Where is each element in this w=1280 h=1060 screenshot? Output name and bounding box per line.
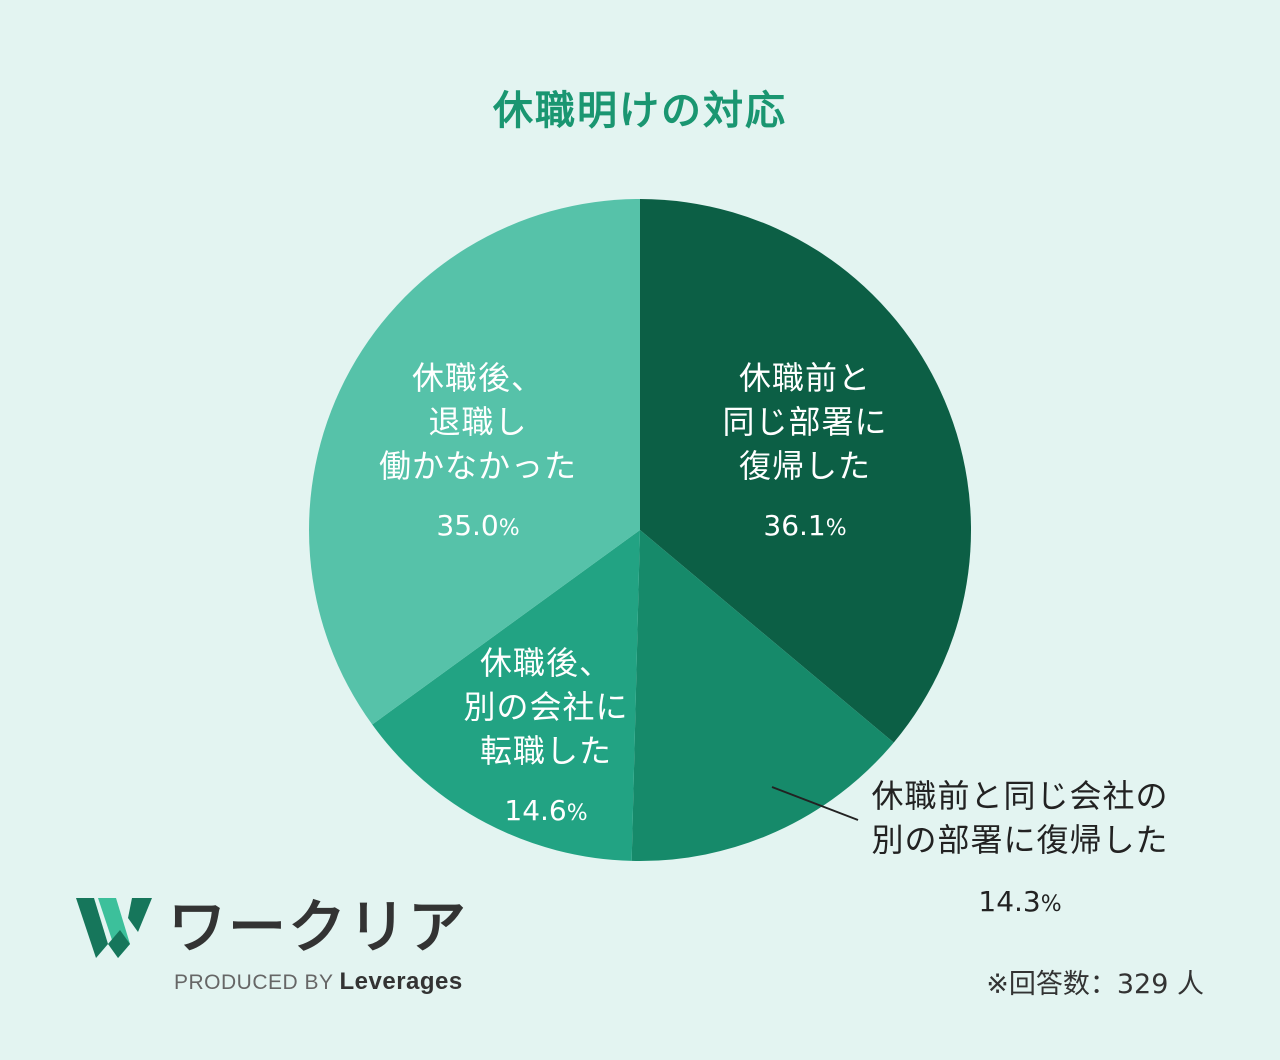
workclear-logo: ワークリア PRODUCED BY Leverages <box>76 892 496 1002</box>
slice-1-value: 36.1% <box>763 509 846 542</box>
slice-4-label-line-1: 休職後、 <box>412 359 544 397</box>
leverages-brand: Leverages <box>339 968 463 995</box>
pie-slice-2 <box>631 530 894 862</box>
respondent-count: ※回答数：329 人 <box>986 969 1204 1000</box>
pie-slice-3 <box>372 530 640 861</box>
slice-3-label-line-1: 休職後、 <box>480 644 612 682</box>
slice-4-label-line-2: 退職し <box>428 403 527 441</box>
logo-produced-by: PRODUCED BY Leverages <box>174 968 463 996</box>
slice-4-value: 35.0% <box>436 509 519 542</box>
slice-4-label-line-3: 働かなかった <box>379 447 577 485</box>
slice-2-label-line-2: 別の部署に復帰した <box>871 821 1168 859</box>
pie-slice-1 <box>640 199 972 743</box>
slice-2-label-line-1: 休職前と同じ会社の <box>871 777 1168 815</box>
slice-1-label-line-1: 休職前と <box>739 359 871 397</box>
workclear-w-mark-icon <box>76 898 152 958</box>
slice-3-label-line-3: 転職した <box>480 732 612 770</box>
slice-3-value: 14.6% <box>504 794 587 827</box>
slice-1-label-line-2: 同じ部署に <box>722 403 887 441</box>
pie-slice-4 <box>309 199 640 725</box>
leader-line-2 <box>771 786 859 821</box>
logo-wordmark: ワークリア <box>168 893 469 961</box>
slice-3-label-line-2: 別の会社に <box>463 688 628 726</box>
slice-2-value: 14.3% <box>978 885 1061 918</box>
slice-1-label-line-3: 復帰した <box>739 447 871 485</box>
chart-title: 休職明けの対応 <box>493 88 787 134</box>
produced-by-text: PRODUCED BY <box>174 971 334 994</box>
